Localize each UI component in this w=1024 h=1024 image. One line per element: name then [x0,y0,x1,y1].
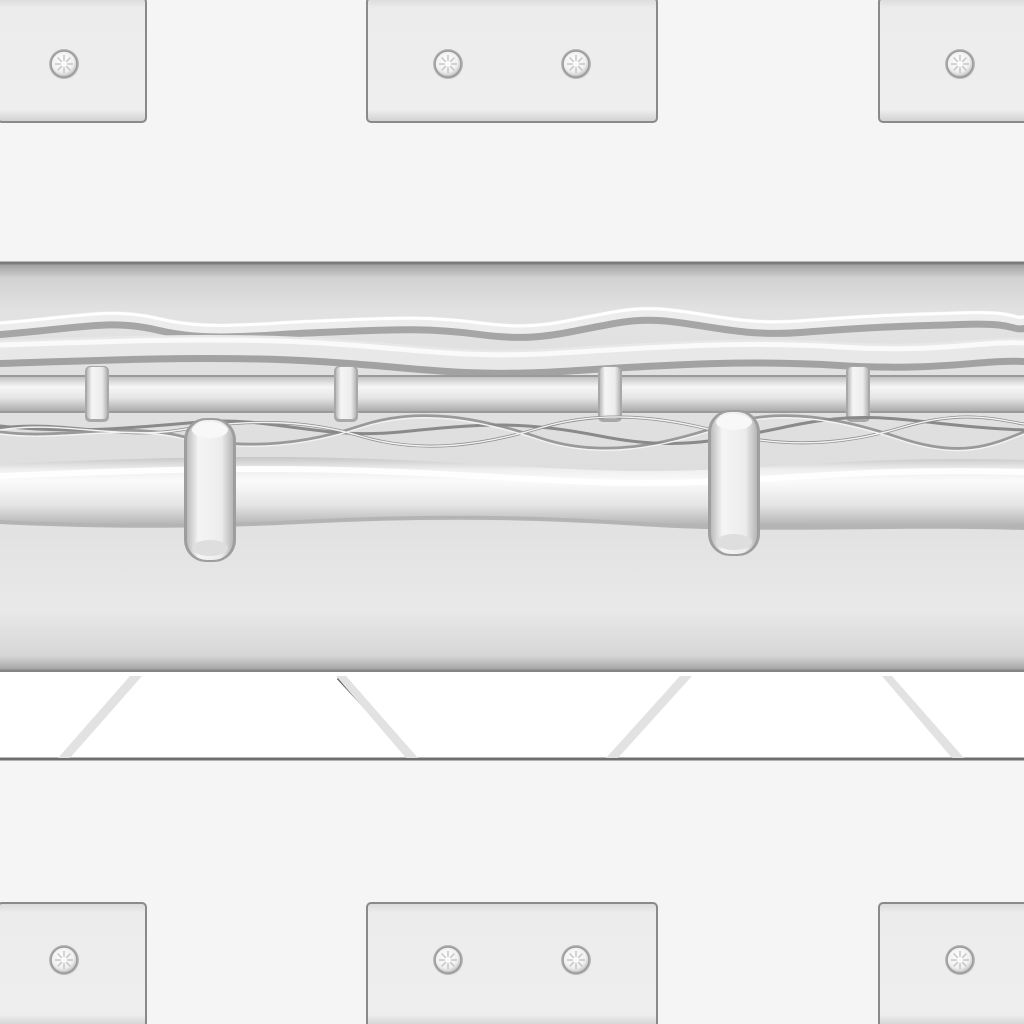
slot-shade [882,676,964,758]
wire [0,415,1024,446]
small-clip [334,366,358,422]
slot-strip [0,672,1024,760]
slot-shade [336,676,418,758]
wire [0,414,1024,451]
small-clip [85,366,109,422]
screw-head [433,945,463,975]
slot-shade [58,676,142,758]
wire [0,417,1024,452]
screw-head [561,945,591,975]
recess-panel [366,0,658,123]
bottom-recess-group [0,902,1024,1024]
small-clip-group [85,366,870,422]
medium-cable [0,334,1024,370]
screw-head [561,49,591,79]
twisted-wires [0,414,1024,452]
big-cable [0,457,1024,526]
conduit [0,376,1024,412]
slot-shade [606,676,692,758]
screw-head [945,945,975,975]
big-clip [184,418,236,562]
screw-head [433,49,463,79]
screw-group [49,49,975,975]
wire [0,416,1024,447]
small-clip [846,366,870,422]
big-clip-group [184,410,760,562]
big-clip [708,410,760,556]
slot-shading-group [58,676,964,758]
screw-head [49,945,79,975]
screw-head [49,49,79,79]
screw-head [945,49,975,79]
recess-panel [366,902,658,1024]
thin-cable-highlight [0,307,1024,328]
medium-cable-highlight [0,337,1024,358]
thin-cable [0,306,1024,334]
small-clip [598,366,622,422]
